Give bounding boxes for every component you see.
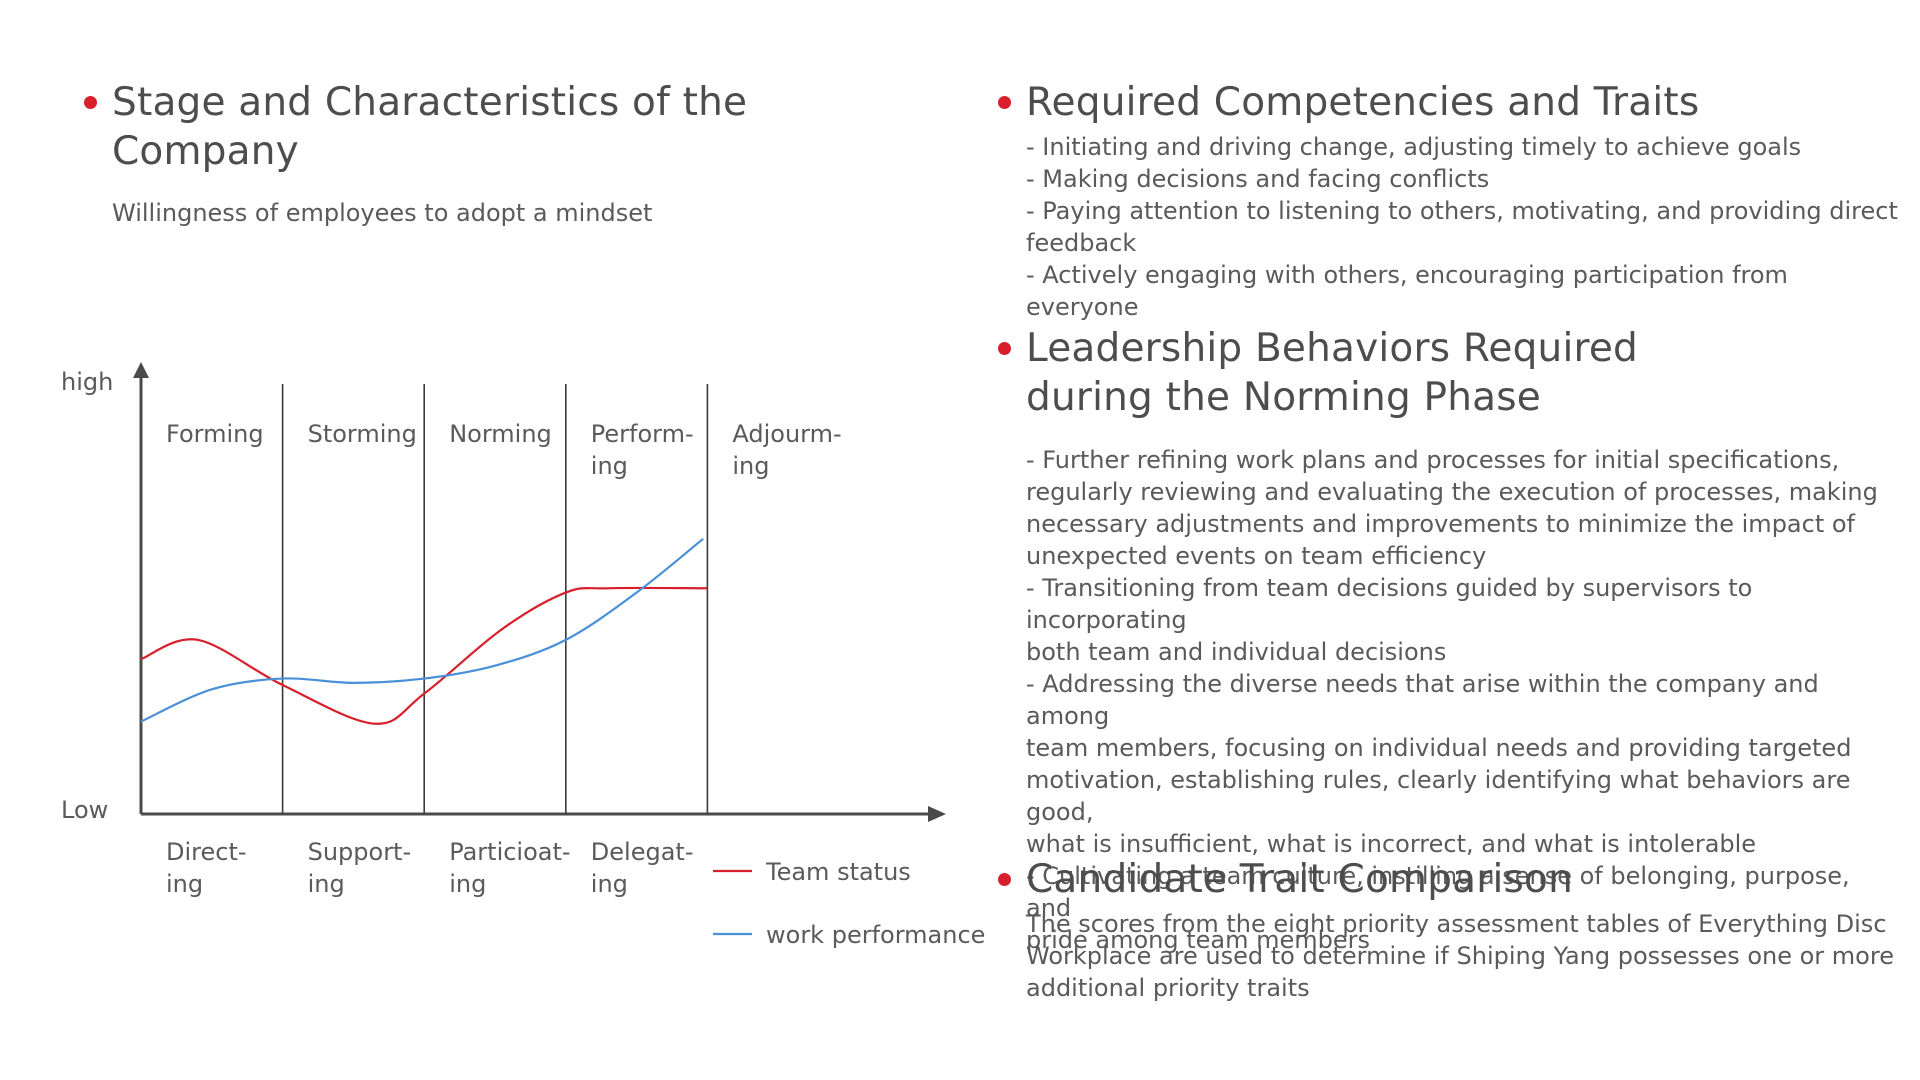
style-label: Particioat- <box>449 838 570 866</box>
section-heading-candidate: Candidate Trait Comparison <box>998 855 1898 904</box>
bullet-dot-icon <box>998 96 1011 109</box>
left-section: Stage and Characteristics of the Company… <box>84 78 984 228</box>
legend-label: Team status <box>765 858 911 886</box>
section-body-competencies: - Initiating and driving change, adjusti… <box>1026 133 1898 321</box>
block-candidate: Candidate Trait Comparison The scores fr… <box>998 855 1898 1004</box>
y-axis-label-high: high <box>61 368 113 396</box>
section-heading-stage: Stage and Characteristics of the Company <box>84 78 984 176</box>
bullet-dot-icon <box>998 342 1011 355</box>
section-heading-leadership: Leadership Behaviors Required during the… <box>998 324 1898 422</box>
stage-label: Forming <box>166 420 264 448</box>
section-heading-competencies: Required Competencies and Traits <box>998 78 1898 127</box>
stage-label: Adjourm- <box>732 420 841 448</box>
style-label: ing <box>591 870 628 898</box>
section-body-candidate: The scores from the eight priority asses… <box>1026 910 1894 1002</box>
section-title-stage: Stage and Characteristics of the Company <box>112 80 748 174</box>
style-label: ing <box>449 870 486 898</box>
style-label: Support- <box>308 838 412 866</box>
section-title-candidate: Candidate Trait Comparison <box>1026 857 1574 902</box>
section-title-competencies: Required Competencies and Traits <box>1026 80 1700 125</box>
style-label: Direct- <box>166 838 247 866</box>
bullet-dot-icon <box>998 873 1011 886</box>
y-axis-arrow-icon <box>133 362 149 378</box>
block-competencies: Required Competencies and Traits - Initi… <box>998 78 1898 323</box>
style-label: ing <box>166 870 203 898</box>
work-performance-line <box>140 537 704 723</box>
bullet-dot-icon <box>84 96 97 109</box>
section-title-leadership: Leadership Behaviors Required during the… <box>1026 326 1639 420</box>
block-leadership: Leadership Behaviors Required during the… <box>998 324 1898 956</box>
y-axis-label-low: Low <box>61 796 108 824</box>
stage-label: Storming <box>308 420 417 448</box>
section-subtitle-stage: Willingness of employees to adopt a mind… <box>112 199 653 227</box>
team-status-line <box>140 586 708 725</box>
x-axis-arrow-icon <box>928 806 946 822</box>
stage-label: ing <box>732 452 769 480</box>
legend-label: work performance <box>766 921 985 949</box>
stage-label: Norming <box>449 420 552 448</box>
style-label: ing <box>308 870 345 898</box>
stage-chart: high Low Forming Storming Norming Perform-ing… <box>61 362 985 949</box>
stage-label: Perform- <box>591 420 694 448</box>
style-label: Delegat- <box>591 838 694 866</box>
section-body-leadership: - Further refining work plans and proces… <box>1026 446 1878 954</box>
stage-label: ing <box>591 452 628 480</box>
